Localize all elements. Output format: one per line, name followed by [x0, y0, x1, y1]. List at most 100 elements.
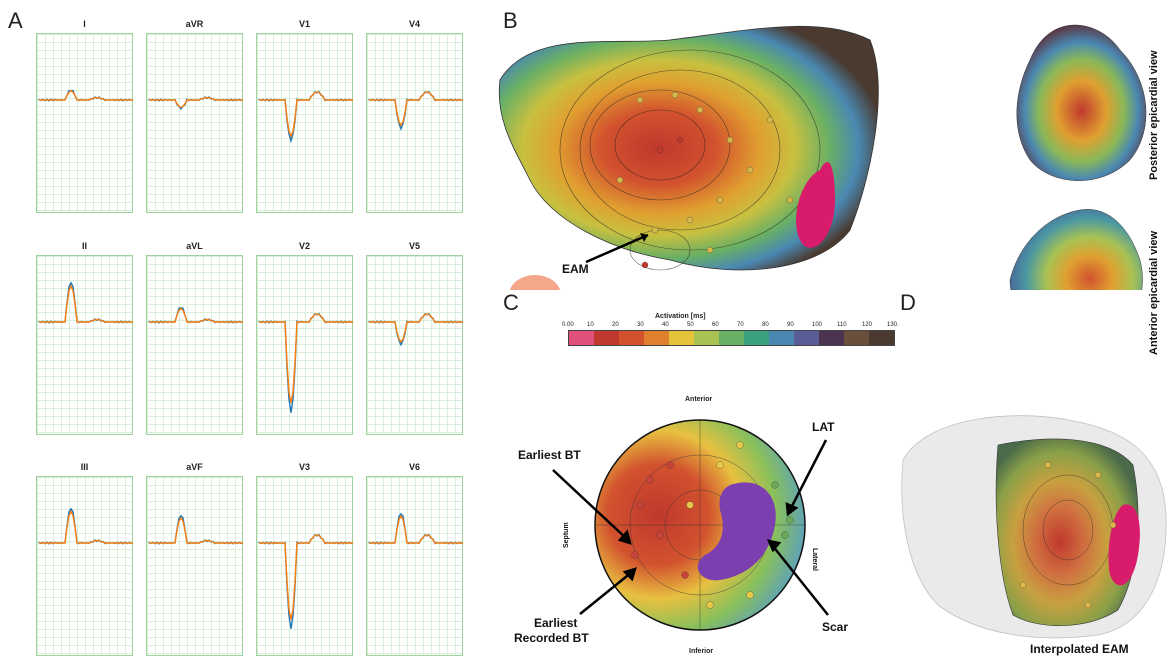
simulated-trace [369, 514, 463, 544]
orientation-icon [509, 275, 561, 290]
anterior-label: Anterior [685, 396, 713, 403]
measured-trace [258, 90, 354, 144]
panel-letter-a: A [8, 8, 23, 33]
activation-map-panel [498, 24, 1147, 290]
measured-trace [368, 90, 464, 131]
colorbar-segment [844, 331, 869, 345]
lead-label: III [80, 462, 89, 472]
simulated-trace [369, 313, 463, 343]
colorbar-segment [594, 331, 619, 345]
measured-trace [148, 514, 244, 545]
simulated-trace [369, 91, 463, 127]
simulated-trace [149, 516, 243, 544]
simulated-trace [259, 534, 353, 620]
measured-trace [38, 281, 134, 324]
ecg-lead-V5 [366, 255, 464, 435]
lead-label: V6 [408, 462, 420, 472]
ecg-lead-V4 [366, 33, 464, 213]
lead-label: V1 [298, 19, 310, 29]
heart-activation-map [498, 25, 879, 271]
ecg-lead-V6 [366, 476, 464, 656]
colorbar-tick: 30 [637, 322, 644, 328]
inferior-label: Inferior [689, 648, 714, 655]
scar-region [697, 482, 776, 581]
colorbar-tick: 20 [612, 322, 619, 328]
panel-letter-c: C [503, 290, 519, 315]
activation-colorbar [568, 330, 895, 346]
lead-label: aVL [186, 241, 203, 251]
earliest-bt-label: Earliest BT [518, 448, 581, 462]
pink-structure [796, 161, 835, 248]
colorbar-ticks: 0.00 10 20 30 40 50 60 70 80 90 100 110 120 130. [562, 322, 899, 330]
colorbar-segment [569, 331, 594, 345]
measured-trace [38, 89, 134, 102]
panel-letter-d: D [900, 290, 916, 315]
simulated-trace [149, 307, 243, 323]
polar-map [594, 419, 806, 631]
posterior-epicardial-map [1016, 24, 1147, 181]
colorbar-segment [869, 331, 894, 345]
ecg-lead-aVL [146, 255, 244, 435]
colorbar-segment [644, 331, 669, 345]
lat-label: LAT [812, 420, 835, 434]
colorbar-tick: 10 [587, 322, 594, 328]
ecg-lead-aVF [146, 476, 244, 656]
colorbar-tick: 50 [687, 322, 694, 328]
measured-trace [368, 512, 464, 545]
measured-trace [38, 507, 134, 545]
simulated-trace [259, 91, 353, 138]
earliest-recorded-bt-label-line2: Recorded BT [514, 631, 589, 645]
colorbar-tick: 80 [762, 322, 769, 328]
lead-label: I [83, 19, 86, 29]
colorbar-tick: 70 [737, 322, 744, 328]
lateral-label: Lateral [811, 548, 818, 571]
ecg-lead-V3 [256, 476, 354, 656]
measured-trace [258, 312, 354, 413]
colorbar-segment [769, 331, 794, 345]
ecg-lead-V2 [256, 255, 354, 435]
colorbar-segment [619, 331, 644, 345]
measured-trace [148, 96, 244, 110]
measured-trace [258, 533, 354, 629]
panel-letter-b: B [503, 8, 518, 33]
colorbar-tick: 40 [662, 322, 669, 328]
lead-label: aVR [185, 19, 204, 29]
lead-label: V3 [298, 462, 310, 472]
interpolated-eam-label: Interpolated EAM [1030, 642, 1129, 656]
ecg-lead-aVR [146, 33, 244, 213]
colorbar-segment [719, 331, 744, 345]
ecg-lead-V1 [256, 33, 354, 213]
ecg-lead-I [36, 33, 134, 213]
colorbar-tick: 130. [887, 322, 899, 328]
pink-structure-d [1108, 504, 1140, 586]
lead-label: V2 [298, 241, 310, 251]
eam-label: EAM [562, 262, 589, 276]
colorbar-segment [669, 331, 694, 345]
ecg-lead-III [36, 476, 134, 656]
earliest-recorded-bt-label-line1: Earliest [534, 616, 578, 630]
lead-label: V5 [408, 241, 420, 251]
simulated-trace [149, 96, 243, 108]
ecg-lead-II [36, 255, 134, 435]
simulated-trace [39, 284, 133, 323]
anterior-epicardial-map [1009, 209, 1143, 290]
lead-label: aVF [186, 462, 203, 472]
colorbar-tick: 100 [812, 322, 823, 328]
posterior-view-label: Posterior epicardial view [1148, 50, 1160, 180]
eam-arrow [585, 233, 649, 264]
colorbar-segment [794, 331, 819, 345]
interpolated-eam-map [995, 438, 1139, 626]
interpolated-eam-panel [901, 415, 1167, 639]
scar-label: Scar [822, 620, 849, 634]
colorbar-title: Activation [ms] [655, 313, 706, 320]
measured-trace [148, 307, 244, 324]
simulated-trace [259, 313, 353, 404]
simulated-trace [39, 509, 133, 544]
lead-label: II [81, 241, 87, 251]
colorbar-segment [819, 331, 844, 345]
colorbar-tick: 110 [837, 322, 847, 328]
measured-trace [368, 312, 464, 347]
colorbar-tick: 120 [862, 322, 873, 328]
colorbar-segment [694, 331, 719, 345]
colorbar-tick: 60 [712, 322, 719, 328]
